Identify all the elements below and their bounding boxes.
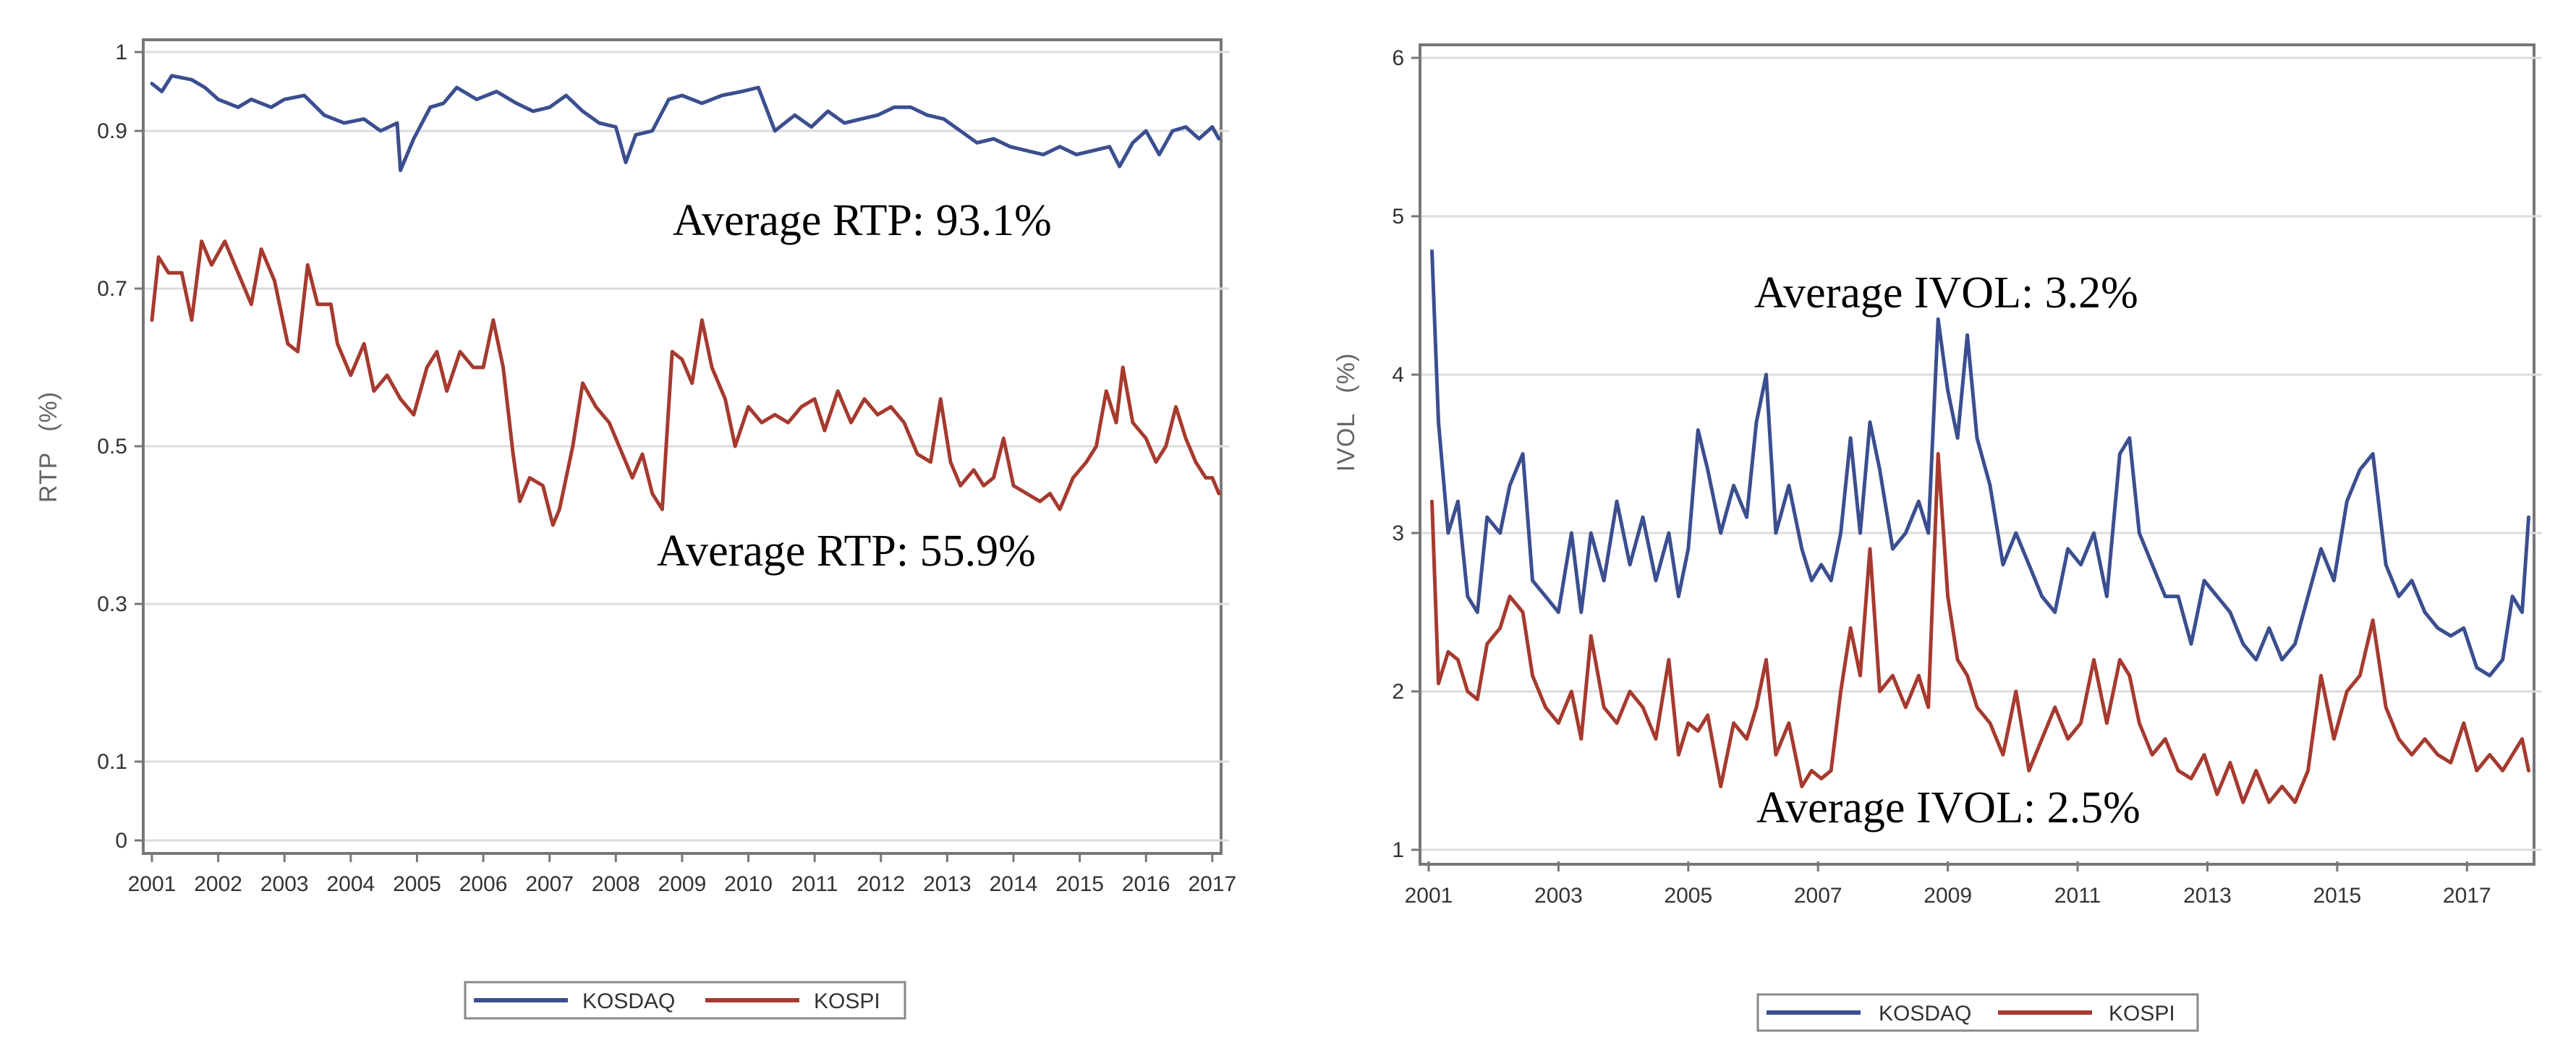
ivol-y-tick-label: 6 — [1392, 46, 1404, 70]
ivol-y-axis-name: IVOL — [1332, 414, 1360, 472]
rtp-legend-kosdaq-label: KOSDAQ — [582, 989, 675, 1013]
ivol-x-tick-label: 2007 — [1794, 884, 1842, 908]
ivol-y-axis-unit: (%) — [1332, 353, 1360, 393]
rtp-legend: KOSDAQ KOSPI — [464, 981, 906, 1020]
ivol-x-tick-label: 2003 — [1534, 884, 1583, 908]
rtp-x-tick-label: 2001 — [128, 872, 177, 896]
ivol-legend-kospi-label: KOSPI — [2109, 1002, 2175, 1026]
ivol-legend: KOSDAQ KOSPI — [1756, 993, 2199, 1032]
ivol-annotation-kosdaq: Average IVOL: 3.2% — [1754, 268, 2138, 318]
rtp-x-tick-label: 2010 — [724, 872, 773, 896]
rtp-series-kosdaq-line — [150, 74, 1221, 172]
rtp-x-tick-label: 2009 — [658, 872, 707, 896]
rtp-x-tick-label: 2004 — [326, 872, 375, 896]
ivol-x-tick-label: 2015 — [2313, 884, 2362, 908]
rtp-y-tick-label: 0.1 — [97, 750, 127, 774]
ivol-x-tick-label: 2009 — [1924, 884, 1972, 908]
ivol-plot-frame — [1419, 43, 2535, 866]
rtp-annotation-kosdaq: Average RTP: 93.1% — [673, 196, 1052, 245]
ivol-x-ticks: 2001 2003 2005 2007 2009 2011 2013 2015 2017 — [1405, 861, 2491, 908]
ivol-x-tick-label: 2017 — [2443, 884, 2491, 908]
rtp-series-lines — [150, 74, 1221, 527]
rtp-y-axis-label: RTP (%) — [35, 391, 62, 503]
ivol-y-tick-label: 2 — [1392, 680, 1404, 704]
rtp-x-tick-label: 2017 — [1188, 872, 1236, 896]
rtp-y-axis-name: RTP — [35, 452, 62, 503]
rtp-y-tick-label: 0.3 — [97, 592, 127, 616]
rtp-y-ticks: 0 0.1 0.3 0.5 0.7 0.9 1 — [97, 41, 143, 853]
rtp-y-tick-label: 0 — [115, 829, 127, 853]
rtp-y-tick-label: 0.7 — [97, 277, 127, 301]
rtp-y-tick-label: 0.5 — [97, 435, 127, 459]
ivol-series-kospi-line — [1430, 452, 2530, 804]
rtp-y-tick-label: 1 — [115, 41, 127, 64]
ivol-x-tick-label: 2001 — [1405, 884, 1453, 908]
rtp-x-tick-label: 2015 — [1055, 872, 1104, 896]
rtp-gridlines — [145, 51, 1229, 842]
rtp-x-tick-label: 2008 — [592, 872, 640, 896]
rtp-legend-kospi-label: KOSPI — [814, 989, 880, 1013]
ivol-y-tick-label: 4 — [1392, 363, 1404, 387]
rtp-x-tick-label: 2002 — [194, 872, 242, 896]
rtp-chart: 00.10.30.50.70.91 2001 2002 2003 2004 2005 20… — [35, 38, 1236, 1020]
ivol-series-kosdaq-line — [1430, 249, 2530, 678]
ivol-y-tick-label: 5 — [1392, 205, 1404, 229]
ivol-y-tick-label: 3 — [1392, 521, 1404, 545]
ivol-gridlines — [1421, 56, 2542, 851]
rtp-x-tick-label: 2003 — [260, 872, 309, 896]
rtp-y-tick-label: 0.9 — [97, 119, 127, 143]
rtp-annotation-kospi: Average RTP: 55.9% — [657, 527, 1036, 576]
ivol-x-tick-label: 2011 — [2054, 884, 2101, 908]
rtp-y-axis-unit: (%) — [35, 391, 62, 432]
ivol-legend-kosdaq-label: KOSDAQ — [1879, 1002, 1971, 1026]
ivol-annotation-kospi: Average IVOL: 2.5% — [1756, 783, 2141, 832]
ivol-x-tick-label: 2005 — [1664, 884, 1712, 908]
rtp-x-tick-label: 2012 — [856, 872, 905, 896]
rtp-series-kospi-line — [150, 239, 1221, 527]
ivol-y-axis-label: IVOL (%) — [1332, 353, 1360, 472]
ivol-series-lines — [1430, 249, 2530, 804]
rtp-x-tick-label: 2007 — [525, 872, 574, 896]
rtp-x-tick-label: 2006 — [459, 872, 508, 896]
rtp-x-tick-label: 2016 — [1122, 872, 1170, 896]
rtp-x-tick-label: 2014 — [990, 872, 1038, 896]
rtp-x-tick-label: 2005 — [393, 872, 441, 896]
ivol-y-ticks: 1 2 3 4 5 6 — [1392, 46, 1420, 862]
rtp-x-tick-label: 2011 — [791, 872, 838, 896]
ivol-y-tick-label: 1 — [1392, 838, 1404, 862]
ivol-x-tick-label: 2013 — [2183, 884, 2232, 908]
rtp-x-ticks: 2001 2002 2003 2004 2005 2006 2007 2008 2009 2010… — [128, 852, 1236, 896]
rtp-x-tick-label: 2013 — [923, 872, 972, 896]
